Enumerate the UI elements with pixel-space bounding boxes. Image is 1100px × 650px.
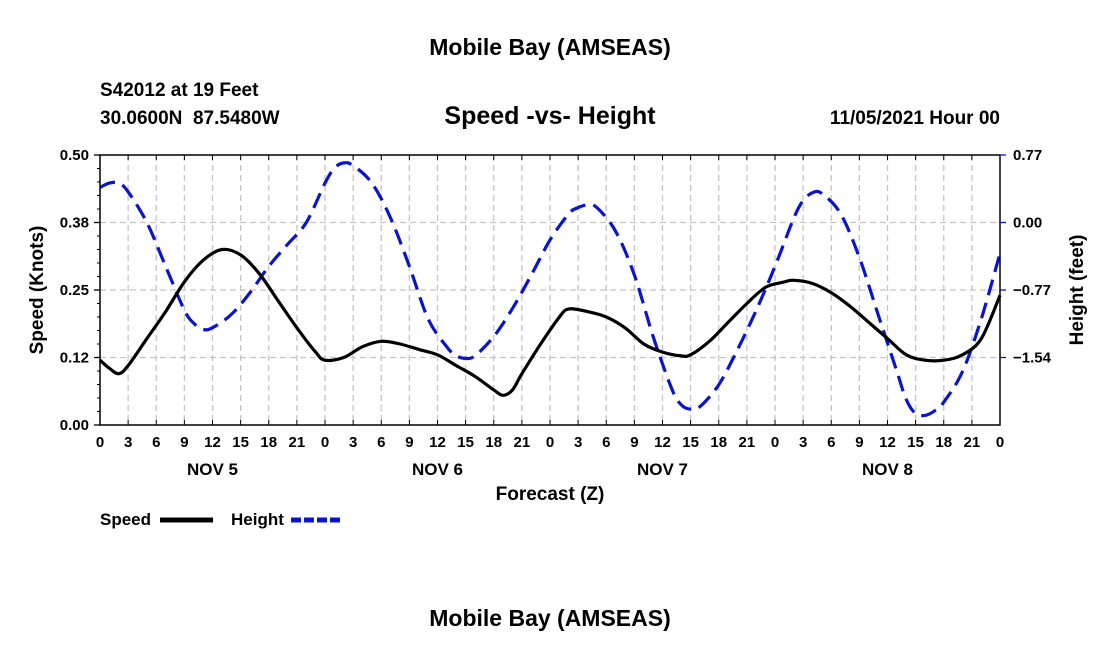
y-right-tick-label: −1.54 <box>1013 350 1052 367</box>
x-tick-label: 0 <box>771 434 779 451</box>
y-left-tick-label: 0.38 <box>60 215 89 232</box>
legend-label-speed: Speed <box>100 510 151 529</box>
x-tick-label: 0 <box>996 434 1004 451</box>
x-tick-label: 6 <box>377 434 385 451</box>
x-tick-label: 21 <box>514 434 531 451</box>
x-tick-label: 12 <box>654 434 671 451</box>
series-lines <box>98 161 1002 418</box>
x-tick-label: 18 <box>260 434 277 451</box>
grid-lines <box>100 155 1000 425</box>
x-tick-label: 0 <box>321 434 329 451</box>
speed-series-line <box>98 247 1002 397</box>
x-tick-label: 15 <box>457 434 474 451</box>
y-left-tick-label: 0.12 <box>60 350 89 367</box>
station-coordinates: 30.0600N 87.5480W <box>100 108 280 129</box>
x-tick-label: 21 <box>739 434 756 451</box>
legend-label-height: Height <box>231 510 284 529</box>
tick-marks: 0 3 6 9 12 15 18 21 0 3 6 9 12 15 18 21 0 3 6 9 12 15 18 21 0 3 6 9… <box>60 147 1052 479</box>
forecast-datetime: 11/05/2021 Hour 00 <box>830 108 1000 129</box>
y-right-tick-label: 0.00 <box>1013 215 1042 232</box>
x-tick-label: 15 <box>232 434 249 451</box>
y-right-tick-label: −0.77 <box>1013 282 1051 299</box>
x-tick-label: 18 <box>935 434 952 451</box>
x-tick-label: 12 <box>429 434 446 451</box>
x-day-label: NOV 8 <box>862 460 913 479</box>
chart-subtitle: Speed -vs- Height <box>444 102 656 130</box>
x-tick-label: 3 <box>349 434 357 451</box>
y-right-tick-label: 0.77 <box>1013 147 1042 164</box>
chart-main-title: Mobile Bay (AMSEAS) <box>429 34 671 60</box>
legend: Speed Height <box>100 510 342 529</box>
x-tick-label: 15 <box>907 434 924 451</box>
x-tick-label: 9 <box>630 434 638 451</box>
x-tick-label: 18 <box>485 434 502 451</box>
x-tick-label: 12 <box>879 434 896 451</box>
x-tick-label: 21 <box>289 434 306 451</box>
x-axis-title: Forecast (Z) <box>496 484 605 505</box>
height-series-line <box>99 161 1002 418</box>
x-tick-label: 6 <box>152 434 160 451</box>
x-tick-label: 0 <box>96 434 104 451</box>
second-chart-title: Mobile Bay (AMSEAS) <box>429 605 671 631</box>
x-tick-label: 9 <box>855 434 863 451</box>
y-left-tick-label: 0.50 <box>60 147 89 164</box>
x-tick-label: 21 <box>964 434 981 451</box>
y-left-tick-label: 0.00 <box>60 417 89 434</box>
x-tick-label: 9 <box>405 434 413 451</box>
x-tick-label: 3 <box>574 434 582 451</box>
x-tick-label: 0 <box>546 434 554 451</box>
x-tick-label: 18 <box>710 434 727 451</box>
x-tick-label: 3 <box>799 434 807 451</box>
y-axis-right-title: Height (feet) <box>1067 235 1088 346</box>
x-tick-label: 3 <box>124 434 132 451</box>
x-tick-label: 9 <box>180 434 188 451</box>
x-day-label: NOV 6 <box>412 460 463 479</box>
y-axis-left-title: Speed (Knots) <box>27 226 48 355</box>
x-day-label: NOV 5 <box>187 460 238 479</box>
x-tick-label: 12 <box>204 434 221 451</box>
x-tick-label: 15 <box>682 434 699 451</box>
y-left-tick-label: 0.25 <box>60 282 89 299</box>
station-label: S42012 at 19 Feet <box>100 80 259 101</box>
x-day-label: NOV 7 <box>637 460 688 479</box>
x-tick-label: 6 <box>827 434 835 451</box>
x-tick-label: 6 <box>602 434 610 451</box>
